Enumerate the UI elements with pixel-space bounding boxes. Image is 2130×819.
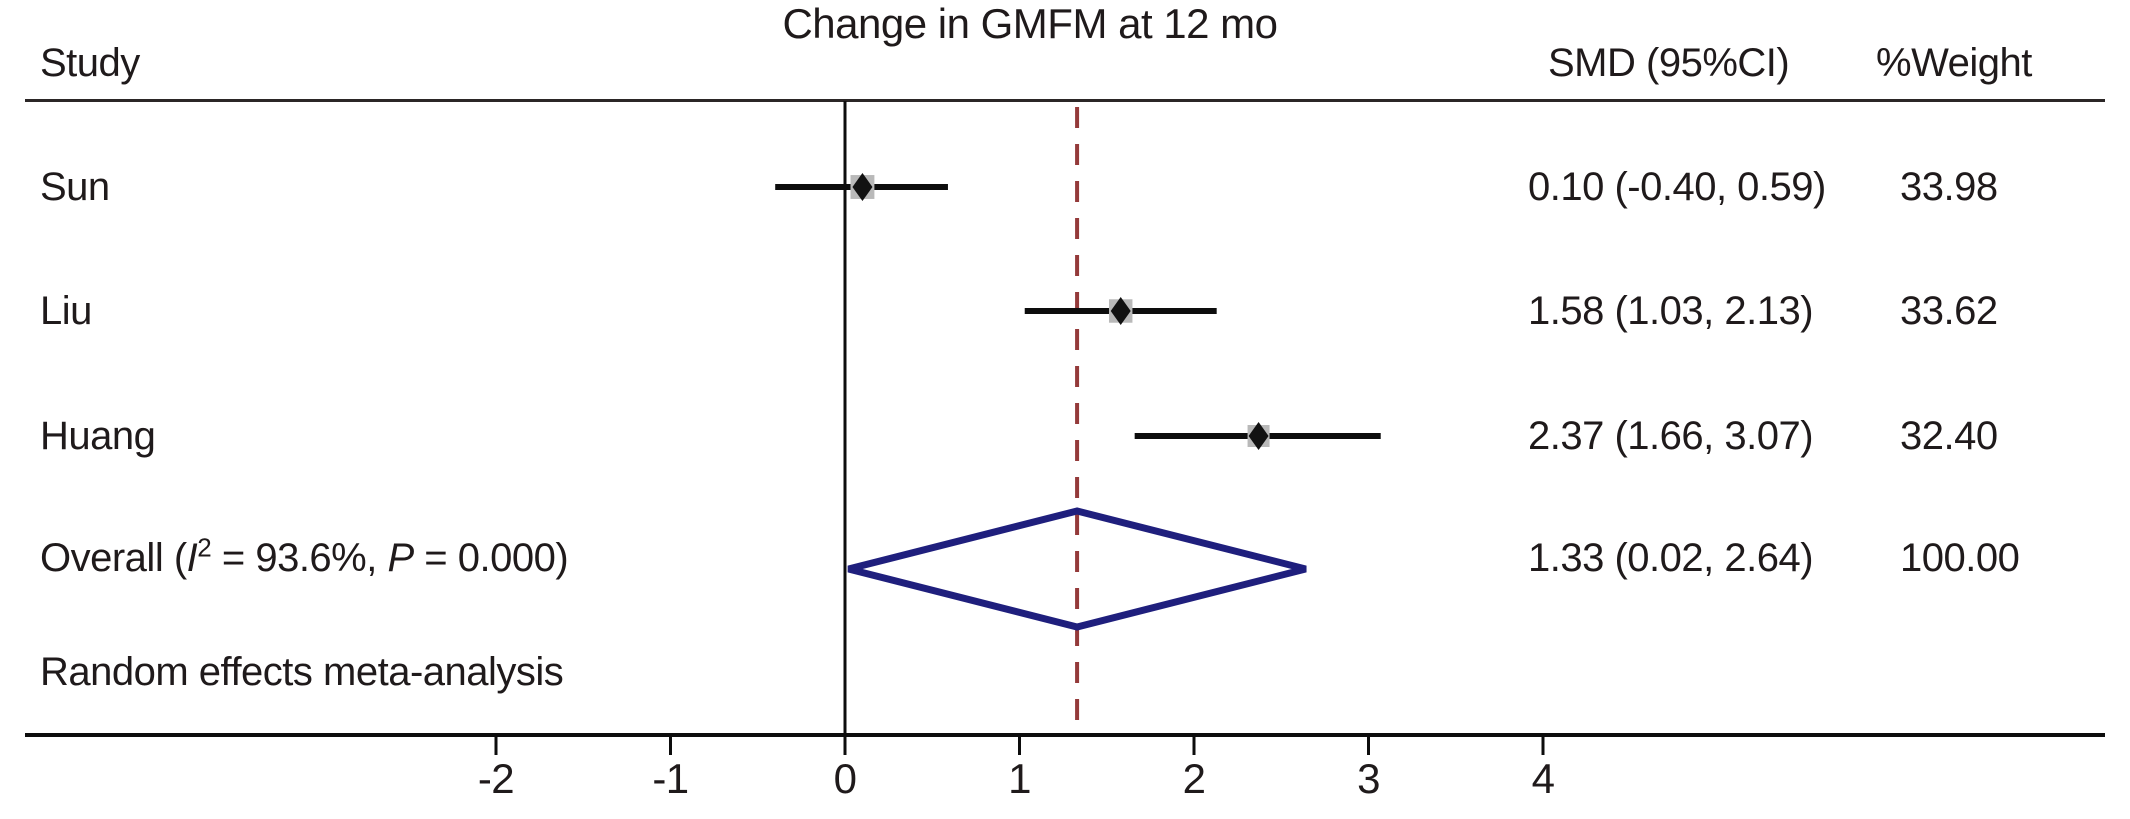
i-squared-symbol: I — [186, 536, 198, 580]
x-axis-tick-label: 0 — [833, 755, 857, 802]
x-axis-tick-label: 1 — [1008, 755, 1031, 802]
study-smd-value: 2.37 (1.66, 3.07) — [1528, 414, 1814, 458]
header-rule — [25, 99, 2105, 102]
study-weight-value: 33.62 — [1900, 289, 1998, 333]
p-value-symbol: P — [387, 536, 414, 580]
overall-label-suffix: = 0.000) — [413, 536, 569, 580]
overall-smd-value: 1.33 (0.02, 2.64) — [1528, 536, 1814, 580]
study-label: Huang — [40, 414, 156, 458]
column-header-study: Study — [40, 41, 140, 85]
overall-weight-value: 100.00 — [1900, 536, 2020, 580]
x-axis-tick-label: 2 — [1182, 755, 1206, 802]
overall-diamond-outline — [847, 507, 1307, 631]
overall-label: Overall (I2 = 93.6%, P = 0.000) — [40, 532, 569, 580]
study-smd-value: 0.10 (-0.40, 0.59) — [1528, 165, 1826, 209]
study-label: Liu — [40, 289, 92, 333]
x-axis-tick-label: -2 — [477, 755, 515, 802]
study-smd-value: 1.58 (1.03, 2.13) — [1528, 289, 1814, 333]
i-squared-exponent: 2 — [197, 532, 212, 563]
study-weight-value: 32.40 — [1900, 414, 1998, 458]
point-estimate-marker — [1248, 422, 1269, 450]
x-axis-tick-label: 4 — [1531, 755, 1555, 802]
x-axis-tick-label: 3 — [1357, 755, 1380, 802]
overall-label-middle: = 93.6%, — [211, 536, 388, 580]
column-header-weight: %Weight — [1876, 41, 2032, 85]
model-note: Random effects meta-analysis — [40, 650, 564, 694]
study-weight-value: 33.98 — [1900, 165, 1998, 209]
study-label: Sun — [40, 165, 110, 209]
x-axis-tick-label: -1 — [652, 755, 689, 802]
point-estimate-marker — [1110, 297, 1131, 325]
column-header-smd: SMD (95%CI) — [1548, 41, 1790, 85]
overall-label-prefix: Overall ( — [40, 536, 187, 580]
chart-title: Change in GMFM at 12 mo — [782, 0, 1278, 47]
point-estimate-marker — [852, 173, 873, 201]
